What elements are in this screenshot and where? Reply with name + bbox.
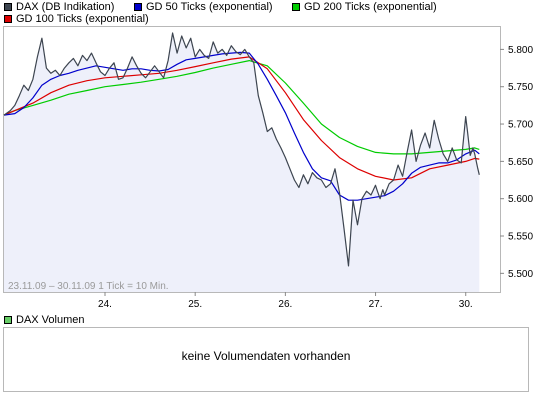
y-tick-label: 5.600 (508, 194, 533, 205)
y-tick-label: 5.650 (508, 157, 533, 168)
x-tick-label: 26. (278, 299, 292, 310)
x-tick-label: 24. (98, 299, 112, 310)
legend-item-gd200: GD 200 Ticks (exponential) (292, 1, 437, 13)
legend-label-gd50: GD 50 Ticks (exponential) (146, 1, 273, 13)
x-tick-label: 30. (459, 299, 473, 310)
legend-label-gd100: GD 100 Ticks (exponential) (16, 13, 149, 25)
date-range-label: 23.11.09 – 30.11.09 1 Tick = 10 Min. (8, 281, 169, 292)
series-layer (3, 32, 480, 267)
x-tick-label: 25. (188, 299, 202, 310)
legend-item-gd50: GD 50 Ticks (exponential) (134, 1, 273, 13)
price-legend: DAX (DB Indikation) GD 50 Ticks (exponen… (0, 0, 545, 26)
legend-swatch-gd100 (4, 15, 12, 23)
price-area-layer (4, 33, 480, 292)
series-line-gd-200-ticks-exponential (3, 59, 480, 155)
y-tick-label: 5.550 (508, 232, 533, 243)
price-area-fill (4, 33, 480, 292)
x-tick-label: 27. (369, 299, 383, 310)
legend-swatch-dax (4, 3, 12, 11)
legend-swatch-volume (4, 316, 12, 324)
legend-label-gd200: GD 200 Ticks (exponential) (304, 1, 437, 13)
series-line-gd-50-ticks-exponential (3, 51, 480, 201)
legend-item-dax: DAX (DB Indikation) (4, 1, 114, 13)
x-axis: 24. 25. 26. 27. 30. (98, 292, 473, 310)
y-axis: 5.500 5.550 5.600 5.650 5.700 5.750 5.800 (500, 45, 533, 280)
series-line-dax-db-indikation (3, 32, 480, 267)
y-tick-label: 5.700 (508, 120, 533, 131)
volume-legend-label: DAX Volumen (16, 314, 85, 326)
legend-swatch-gd50 (134, 3, 142, 11)
legend-swatch-gd200 (292, 3, 300, 11)
y-tick-label: 5.750 (508, 82, 533, 93)
y-tick-label: 5.800 (508, 45, 533, 56)
legend-label-dax: DAX (DB Indikation) (16, 1, 115, 13)
legend-item-gd100: GD 100 Ticks (exponential) (4, 13, 149, 25)
volume-panel: keine Volumendaten vorhanden (3, 327, 529, 392)
y-tick-label: 5.500 (508, 269, 533, 280)
volume-legend: DAX Volumen (4, 314, 84, 326)
volume-empty-message: keine Volumendaten vorhanden (181, 349, 351, 363)
